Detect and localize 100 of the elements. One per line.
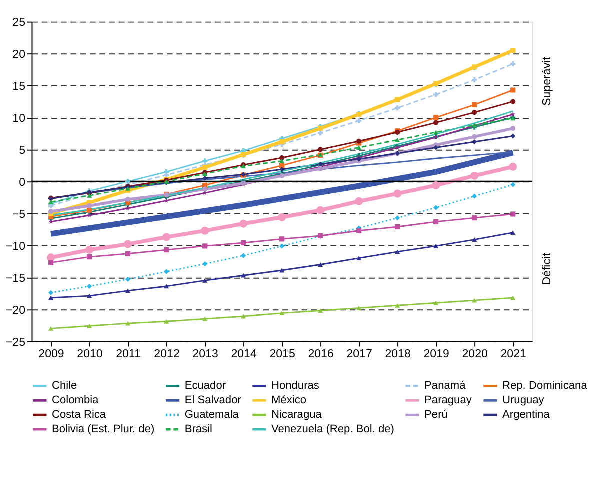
point	[164, 172, 170, 178]
point	[509, 162, 518, 171]
x-tick-label: 2012	[154, 348, 180, 360]
point	[434, 300, 439, 306]
point	[280, 244, 285, 249]
point	[434, 145, 439, 150]
point	[510, 212, 516, 217]
point	[356, 306, 362, 310]
x-tick-label: 2013	[192, 348, 218, 360]
point	[434, 130, 439, 135]
y-tick-label: −20	[6, 304, 26, 317]
point	[434, 120, 439, 126]
point	[472, 110, 478, 116]
point	[472, 77, 478, 83]
legend-label: Ecuador	[184, 380, 226, 392]
point	[164, 269, 170, 274]
legend-label: Chile	[52, 380, 78, 392]
x-tick-label: 2017	[346, 348, 372, 360]
point	[162, 233, 171, 242]
point	[86, 254, 92, 260]
x-tick-label: 2021	[500, 348, 526, 360]
point	[202, 278, 208, 283]
point	[356, 256, 362, 261]
x-tick-label: 2009	[38, 348, 64, 360]
point	[241, 273, 246, 278]
point	[125, 197, 131, 202]
point	[434, 115, 439, 120]
text: Superávit	[542, 56, 554, 106]
legend-label: Bolivia (Est. Plur. de)	[52, 423, 155, 436]
point	[318, 308, 324, 313]
point	[280, 158, 285, 164]
point	[434, 205, 439, 210]
legend-label: Honduras	[271, 380, 320, 392]
point	[434, 219, 439, 224]
point	[510, 134, 516, 139]
text: Déficit	[542, 252, 554, 286]
point	[280, 236, 285, 242]
y-tick-label: 10	[12, 113, 26, 126]
point	[48, 290, 54, 296]
x-tick-label: 2019	[424, 348, 450, 360]
point	[280, 268, 285, 273]
legend-label: Colombia	[52, 394, 100, 407]
point	[510, 88, 516, 93]
y-tick-label: 5	[19, 145, 26, 158]
point	[86, 203, 92, 208]
y-tick-label: 0	[19, 176, 26, 189]
point	[125, 321, 131, 326]
point	[48, 326, 54, 331]
point	[164, 284, 170, 289]
point	[86, 324, 92, 328]
legend-label: Brasil	[184, 423, 213, 436]
point	[280, 155, 285, 161]
legend-label: Perú	[424, 408, 448, 421]
point	[86, 246, 94, 254]
legend-label: Venezuela (Rep. Bol. de)	[271, 423, 394, 436]
y-tick-label: 15	[12, 81, 26, 94]
point	[510, 296, 516, 300]
point	[394, 190, 402, 198]
point	[434, 92, 439, 98]
point	[201, 226, 210, 235]
point	[432, 181, 440, 190]
x-tick-label: 2020	[462, 348, 488, 360]
point	[318, 166, 324, 172]
point	[280, 311, 285, 316]
point	[125, 251, 131, 256]
point	[318, 147, 324, 152]
point	[48, 260, 54, 266]
point	[278, 213, 286, 222]
point	[86, 294, 92, 298]
legend-label: Rep. Dominicana	[502, 380, 588, 392]
point	[240, 220, 248, 228]
point	[356, 118, 362, 124]
x-tick-label: 2010	[77, 348, 103, 360]
point	[395, 250, 400, 254]
legend-label: Panamá	[424, 380, 467, 392]
legend-label: Paraguay	[424, 394, 472, 407]
point	[164, 247, 170, 253]
point	[510, 61, 516, 67]
point	[125, 276, 131, 282]
point	[472, 238, 478, 242]
point	[472, 139, 478, 145]
y-tick-label: −15	[6, 272, 26, 285]
point	[510, 99, 516, 104]
point	[472, 102, 478, 108]
point	[318, 130, 324, 136]
point	[202, 165, 208, 170]
point	[48, 296, 54, 300]
point	[472, 134, 478, 140]
point	[280, 166, 285, 172]
point	[510, 230, 516, 235]
x-tick-label: 2018	[385, 348, 411, 360]
y-tick-label: −10	[6, 240, 26, 253]
point	[510, 112, 516, 117]
point	[472, 216, 478, 221]
point	[164, 319, 170, 324]
point	[241, 253, 246, 258]
point	[395, 106, 400, 111]
point	[125, 288, 131, 294]
point	[434, 244, 439, 248]
point	[510, 126, 516, 132]
